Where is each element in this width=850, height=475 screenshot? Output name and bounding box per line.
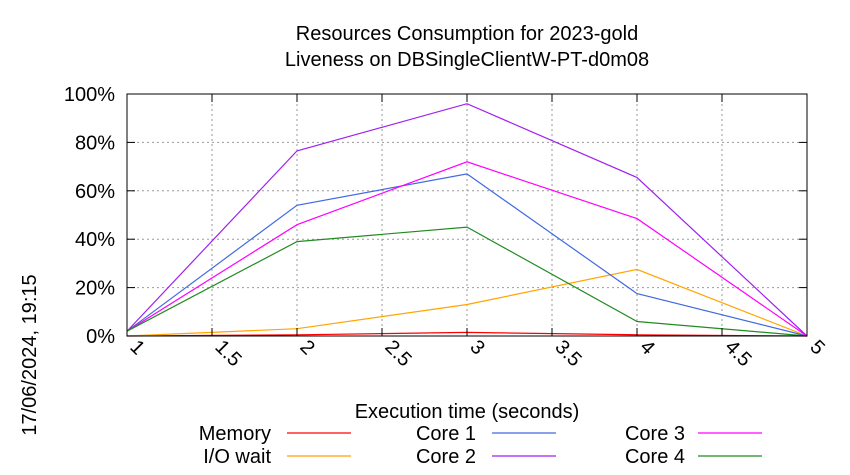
- x-tick-label: 5: [805, 336, 828, 359]
- timestamp: 17/06/2024, 19:15: [19, 274, 41, 435]
- legend-label: Memory: [199, 423, 271, 445]
- legend-label: Core 1: [416, 423, 476, 445]
- x-tick-label: 1.5: [210, 336, 245, 371]
- chart-subtitle: Liveness on DBSingleClientW-PT-d0m08: [285, 49, 649, 71]
- x-tick-label: 1: [125, 336, 148, 359]
- series-line-core-2: [126, 103, 808, 337]
- x-tick-label: 2: [295, 336, 318, 359]
- grid: [127, 94, 807, 336]
- legend-label: Core 3: [625, 423, 685, 445]
- x-tick-label: 3.5: [550, 336, 585, 371]
- legend-item: Core 1: [416, 423, 556, 445]
- legend-item: Core 2: [416, 446, 556, 468]
- x-tick-label: 4.5: [720, 336, 755, 371]
- series-line-i-o-wait: [126, 268, 808, 337]
- legend-label: Core 2: [416, 446, 476, 468]
- legend-item: Core 4: [625, 446, 762, 468]
- x-tick-label: 4: [635, 336, 658, 359]
- series-line-core-3: [126, 161, 808, 337]
- legend-label: Core 4: [625, 446, 685, 468]
- y-tick-label: 100%: [64, 84, 115, 106]
- legend-item: Core 3: [625, 423, 762, 445]
- y-tick-label: 0%: [86, 326, 115, 348]
- x-tick-label: 3: [465, 336, 488, 359]
- series-line-core-1: [126, 173, 808, 337]
- legend-item: I/O wait: [203, 446, 351, 468]
- series-line-core-4: [126, 226, 808, 337]
- y-tick-label: 20%: [75, 278, 115, 300]
- x-tick-label: 2.5: [380, 336, 415, 371]
- y-tick-label: 80%: [75, 132, 115, 154]
- y-tick-label: 60%: [75, 181, 115, 203]
- legend-label: I/O wait: [203, 446, 271, 468]
- y-tick-label: 40%: [75, 229, 115, 251]
- chart-title: Resources Consumption for 2023-gold: [296, 23, 638, 45]
- x-axis-label: Execution time (seconds): [355, 401, 580, 423]
- legend-item: Memory: [199, 423, 351, 445]
